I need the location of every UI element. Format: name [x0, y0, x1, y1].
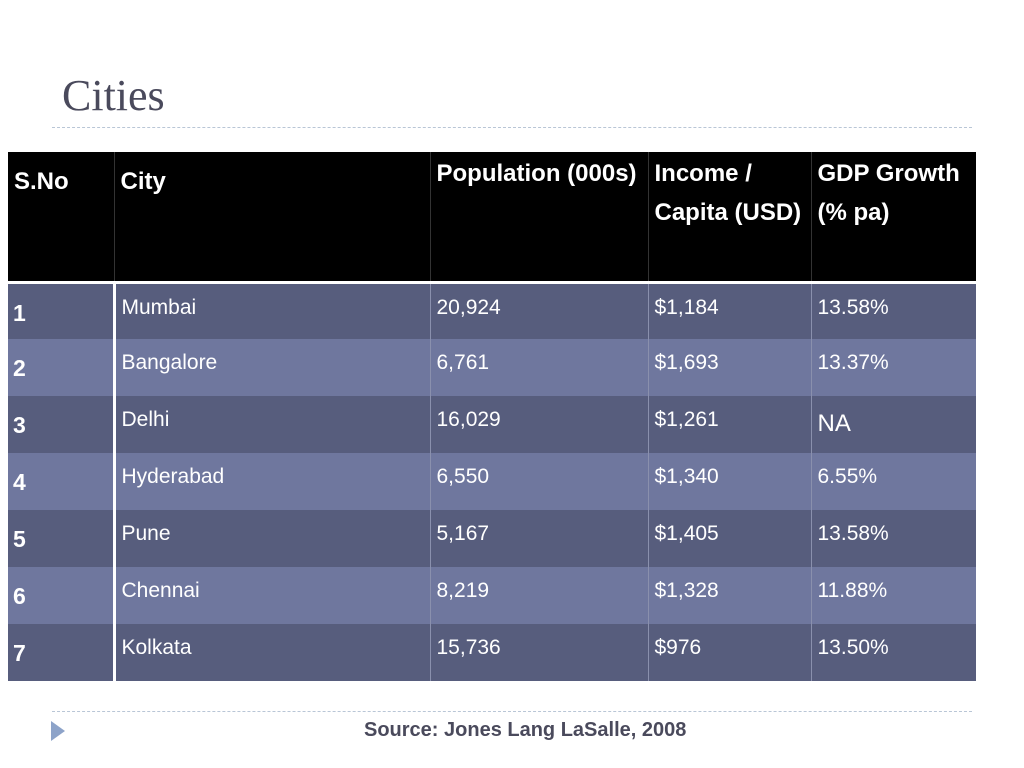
cell-population: 5,167: [429, 510, 648, 567]
table-row: 3 Delhi 16,029 $1,261 NA: [8, 396, 976, 453]
cell-income: $1,693: [647, 339, 811, 396]
cell-income: $1,405: [647, 510, 811, 567]
cell-city: Bangalore: [121, 351, 218, 374]
cell-population: 20,924: [429, 280, 648, 339]
cell-population: 8,219: [429, 567, 648, 624]
header-gdp-growth: GDP Growth (% pa): [810, 152, 976, 282]
triangle-bullet-icon: [51, 721, 65, 741]
cell-sno: 2: [8, 339, 116, 396]
cell-income: $1,261: [647, 396, 811, 453]
cities-table: S.No City Population (000s) Income / Cap…: [8, 152, 976, 681]
cell-population: 6,761: [429, 339, 648, 396]
header-income: Income / Capita (USD): [647, 152, 811, 282]
cell-income: $1,340: [647, 453, 811, 510]
cell-sno: 5: [8, 510, 116, 567]
cell-gdp-growth: 11.88%: [810, 567, 976, 624]
table-row: 4 Hyderabad 6,550 $1,340 6.55%: [8, 453, 976, 510]
cell-city: Kolkata: [121, 636, 192, 659]
table-row: 6 Chennai 8,219 $1,328 11.88%: [8, 567, 976, 624]
cell-gdp-growth: 13.58%: [810, 510, 976, 567]
cell-sno: 1: [8, 280, 116, 339]
cell-gdp-growth: 13.37%: [810, 339, 976, 396]
cell-sno: 7: [8, 624, 116, 681]
header-population: Population (000s): [429, 152, 648, 282]
cell-gdp-growth: 13.50%: [810, 624, 976, 681]
table-row: 1 Mumbai 20,924 $1,184 13.58%: [8, 280, 976, 339]
title-divider: [52, 127, 972, 128]
cell-sno: 3: [8, 396, 116, 453]
table-row: 7 Kolkata 15,736 $976 13.50%: [8, 624, 976, 681]
header-city: City: [113, 152, 430, 282]
table-header-row: S.No City Population (000s) Income / Cap…: [8, 152, 976, 282]
cell-income: $1,328: [647, 567, 811, 624]
cell-population: 16,029: [429, 396, 648, 453]
table-row: 5 Pune 5,167 $1,405 13.58%: [8, 510, 976, 567]
table-row: 2 Bangalore 6,761 $1,693 13.37%: [8, 339, 976, 396]
footer-divider: [52, 711, 972, 712]
cell-city: Chennai: [121, 579, 200, 602]
cell-city: Mumbai: [114, 280, 430, 339]
cell-population: 15,736: [429, 624, 648, 681]
cell-sno: 6: [8, 567, 116, 624]
cell-income: $976: [647, 624, 811, 681]
cell-gdp-growth: NA: [810, 396, 976, 453]
cell-income: $1,184: [647, 280, 811, 339]
cell-city: Hyderabad: [121, 465, 225, 488]
cell-gdp-growth: 13.58%: [810, 280, 976, 339]
cell-population: 6,550: [429, 453, 648, 510]
source-note: Source: Jones Lang LaSalle, 2008: [364, 719, 687, 741]
cell-gdp-growth: 6.55%: [810, 453, 976, 510]
cell-sno: 4: [8, 453, 116, 510]
slide-title: Cities: [62, 71, 165, 120]
cell-city: Delhi: [121, 408, 170, 431]
header-sno: S.No: [14, 168, 69, 195]
cell-city: Pune: [121, 522, 171, 545]
